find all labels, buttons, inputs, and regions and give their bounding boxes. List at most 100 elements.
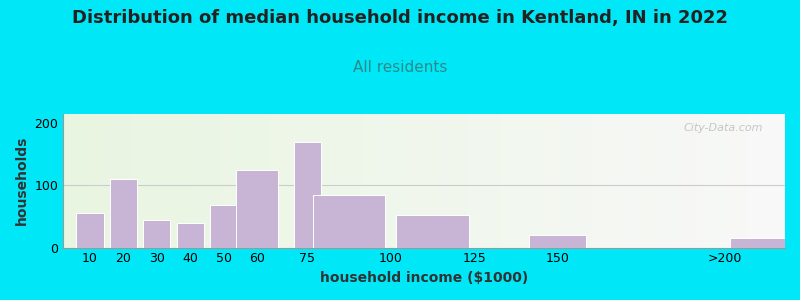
Bar xyxy=(617,114,623,247)
Bar xyxy=(578,114,585,247)
Bar xyxy=(574,114,580,247)
Bar xyxy=(130,114,137,247)
Bar xyxy=(559,114,566,247)
Bar xyxy=(424,114,430,247)
Bar xyxy=(314,114,320,247)
Bar xyxy=(126,114,132,247)
Bar xyxy=(210,205,238,248)
Bar xyxy=(746,114,753,247)
Bar xyxy=(371,114,378,247)
Bar xyxy=(775,114,782,247)
Bar xyxy=(462,114,469,247)
Bar xyxy=(390,114,397,247)
Bar xyxy=(501,114,508,247)
Bar xyxy=(227,114,234,247)
Bar xyxy=(82,114,89,247)
Bar xyxy=(722,114,729,247)
Bar xyxy=(530,235,586,248)
Bar xyxy=(342,114,349,247)
Bar xyxy=(381,114,387,247)
Bar xyxy=(140,114,146,247)
Bar xyxy=(708,114,714,247)
Bar xyxy=(458,114,464,247)
Bar xyxy=(366,114,373,247)
Bar xyxy=(169,114,176,247)
Bar xyxy=(106,114,113,247)
Bar xyxy=(92,114,98,247)
Text: Distribution of median household income in Kentland, IN in 2022: Distribution of median household income … xyxy=(72,9,728,27)
Bar xyxy=(732,114,738,247)
Bar xyxy=(588,114,594,247)
Bar xyxy=(742,114,748,247)
Bar xyxy=(405,114,411,247)
Bar xyxy=(183,114,190,247)
Bar xyxy=(525,114,532,247)
Bar xyxy=(63,114,70,247)
Bar xyxy=(535,114,542,247)
Bar xyxy=(467,114,474,247)
Bar xyxy=(506,114,513,247)
Bar xyxy=(641,114,647,247)
Bar xyxy=(143,220,170,248)
Bar xyxy=(275,114,282,247)
Bar xyxy=(718,114,724,247)
Bar xyxy=(545,114,551,247)
Bar xyxy=(472,114,478,247)
Bar xyxy=(689,114,695,247)
Bar xyxy=(761,114,767,247)
Bar xyxy=(730,238,787,248)
Bar xyxy=(429,114,435,247)
Bar xyxy=(116,114,122,247)
Bar xyxy=(660,114,666,247)
Bar xyxy=(434,114,440,247)
Bar xyxy=(102,114,108,247)
Bar xyxy=(246,114,253,247)
Bar xyxy=(357,114,363,247)
Bar xyxy=(448,114,454,247)
Bar xyxy=(68,114,74,247)
Bar xyxy=(598,114,604,247)
Bar xyxy=(256,114,262,247)
Bar xyxy=(323,114,330,247)
Bar xyxy=(73,114,79,247)
Bar xyxy=(477,114,483,247)
Bar xyxy=(111,114,118,247)
Bar xyxy=(294,114,301,247)
X-axis label: household income ($1000): household income ($1000) xyxy=(320,271,528,285)
Bar xyxy=(626,114,633,247)
Bar xyxy=(410,114,416,247)
Bar xyxy=(174,114,181,247)
Bar xyxy=(636,114,642,247)
Bar xyxy=(486,114,493,247)
Bar xyxy=(87,114,94,247)
Bar xyxy=(78,114,84,247)
Text: All residents: All residents xyxy=(353,60,447,75)
Bar xyxy=(612,114,618,247)
Bar xyxy=(727,114,734,247)
Bar xyxy=(515,114,522,247)
Text: City-Data.com: City-Data.com xyxy=(684,123,763,134)
Bar xyxy=(751,114,758,247)
Bar xyxy=(550,114,556,247)
Bar xyxy=(443,114,450,247)
Bar xyxy=(607,114,614,247)
Bar xyxy=(520,114,527,247)
Bar xyxy=(213,114,219,247)
Bar xyxy=(178,114,186,247)
Bar xyxy=(285,114,291,247)
Bar xyxy=(674,114,681,247)
Bar xyxy=(188,114,195,247)
Bar xyxy=(602,114,609,247)
Bar xyxy=(650,114,657,247)
Bar xyxy=(218,114,224,247)
Bar xyxy=(622,114,628,247)
Bar xyxy=(290,114,296,247)
Bar xyxy=(679,114,686,247)
Bar xyxy=(770,114,777,247)
Bar xyxy=(491,114,498,247)
Bar xyxy=(232,114,238,247)
Bar xyxy=(198,114,205,247)
Bar xyxy=(280,114,286,247)
Bar xyxy=(347,114,354,247)
Bar xyxy=(159,114,166,247)
